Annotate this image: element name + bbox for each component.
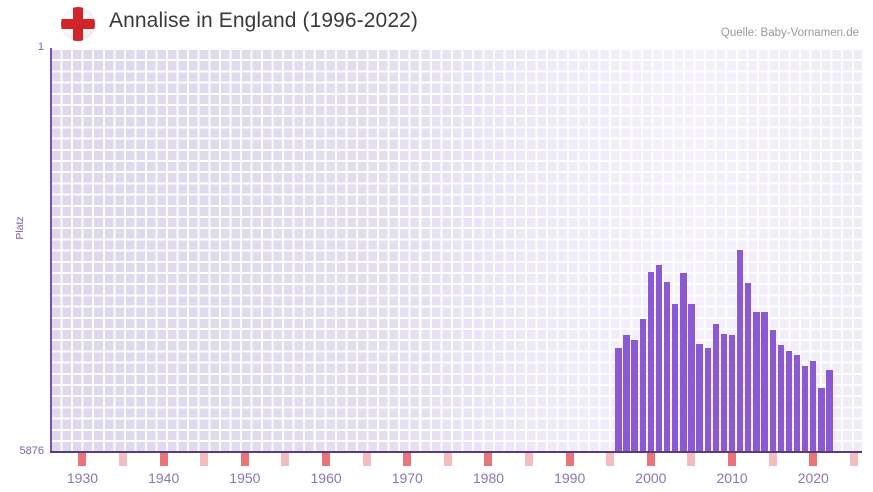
bar[interactable] [793,354,801,452]
x-tick-label: 1960 [310,470,342,486]
x-tick-label: 1950 [229,470,261,486]
bar[interactable] [728,334,736,452]
x-tick-label: 1980 [472,470,505,486]
england-flag-icon [61,7,95,41]
bar[interactable] [663,281,671,452]
x-tick-mark [565,453,574,466]
bar[interactable] [777,345,784,452]
x-tick-label: 1930 [66,470,99,486]
x-tick-mark-minor [362,453,371,466]
x-tick-mark [78,453,87,466]
x-axis-ticks: 1930 1940 1950 1960 1970 1980 1990 2000 2010 2020 [0,452,873,492]
y-axis-line [50,48,52,452]
bar[interactable] [737,250,744,452]
x-tick-mark [403,453,412,466]
source-attribution: Quelle: Baby-Vornamen.de [720,27,859,39]
bar[interactable] [761,312,768,452]
bar[interactable] [696,343,703,452]
x-tick-mark [809,453,818,466]
chart-header: Annalise in England (1996-2022) Quelle: … [0,0,873,48]
x-tick-mark-minor [443,453,452,466]
chart-title: Annalise in England (1996-2022) [109,9,418,32]
bar[interactable] [801,365,809,452]
x-tick-mark-minor [525,453,534,466]
bar[interactable] [639,318,646,452]
y-axis-bottom-label: 5876 [19,445,44,457]
bar[interactable] [623,335,630,452]
bar[interactable] [704,347,711,452]
bar[interactable] [785,350,793,452]
x-tick-mark [646,453,655,466]
bar[interactable] [647,272,655,452]
x-tick-mark [240,453,249,466]
x-tick-mark-minor [687,453,696,466]
bar[interactable] [720,334,728,452]
bar[interactable] [680,272,687,452]
x-tick-mark [484,453,493,466]
x-tick-mark [322,453,331,466]
plot-area [50,48,862,452]
x-tick-mark-minor [281,453,290,466]
bar[interactable] [826,369,833,452]
bar[interactable] [672,303,679,452]
x-tick-label: 2020 [797,470,829,486]
bar[interactable] [712,324,719,452]
x-tick-label: 1940 [148,470,180,486]
bar[interactable] [769,329,776,452]
x-tick-mark-minor [849,453,858,466]
y-axis-top-label: 1 [37,41,44,53]
x-tick-label: 1990 [554,470,586,486]
bar[interactable] [753,312,760,452]
x-axis-line [50,451,862,453]
x-tick-mark [159,453,168,466]
x-tick-mark-minor [606,453,615,466]
x-tick-mark-minor [200,453,209,466]
bar[interactable] [615,347,622,452]
x-tick-label: 2010 [716,470,748,486]
bar[interactable] [655,265,663,452]
bar[interactable] [745,283,752,452]
bar-series [50,48,862,452]
bar[interactable] [631,340,638,452]
x-tick-mark-minor [768,453,777,466]
x-tick-label: 2000 [635,470,667,486]
bar[interactable] [818,387,825,452]
x-tick-mark [728,453,737,466]
bar[interactable] [810,360,817,452]
y-axis-title: Platz [14,216,26,240]
x-tick-label: 1970 [391,470,423,486]
bar[interactable] [688,304,695,452]
x-tick-mark-minor [119,453,128,466]
